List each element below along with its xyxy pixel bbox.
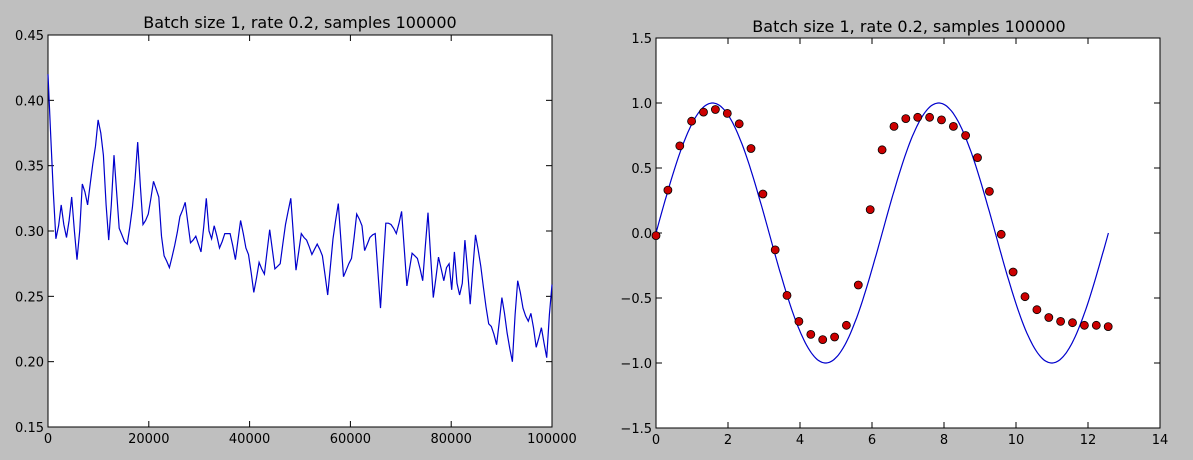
prediction-point <box>901 114 911 123</box>
prediction-point <box>937 115 946 125</box>
prediction-point <box>973 153 982 163</box>
prediction-point <box>925 112 934 122</box>
prediction-point <box>985 186 994 196</box>
chart-title-left: Batch size 1, rate 0.2, samples 100000 <box>143 13 456 32</box>
prediction-point <box>794 316 804 326</box>
x-tick-label: 10 <box>1008 433 1025 448</box>
x-tick-label: 0 <box>44 432 52 447</box>
x-tick-label: 20000 <box>128 432 169 447</box>
prediction-point <box>961 131 970 140</box>
x-tick-label: 8 <box>940 433 948 448</box>
prediction-point <box>1032 305 1042 315</box>
prediction-point <box>687 116 696 126</box>
prediction-point <box>1068 318 1077 328</box>
prediction-point <box>806 329 816 339</box>
y-tick-label: 1.5 <box>631 32 652 47</box>
prediction-point <box>1020 292 1030 302</box>
prediction-point <box>699 107 708 117</box>
y-tick-label: 0.30 <box>15 225 44 240</box>
y-tick-label: −1.0 <box>620 357 652 372</box>
prediction-points <box>651 105 1113 345</box>
y-tick-label: −1.5 <box>620 422 652 437</box>
plot-area-left <box>47 34 553 428</box>
x-tick-label: 2 <box>724 433 732 448</box>
y-tick-label: −0.5 <box>620 292 652 307</box>
prediction-point <box>1091 320 1101 330</box>
prediction-point <box>782 290 792 300</box>
prediction-point <box>818 335 828 345</box>
prediction-point <box>877 145 887 155</box>
prediction-point <box>734 119 744 129</box>
prediction-point <box>830 332 839 342</box>
y-tick-label: 0.5 <box>631 162 652 177</box>
prediction-point <box>1056 316 1065 326</box>
prediction-point <box>1044 313 1054 322</box>
x-tick-label: 6 <box>868 433 876 448</box>
prediction-point <box>675 141 685 151</box>
prediction-point <box>651 231 661 241</box>
ticks-right: 0 2 4 6 8 10 12 14 −1.5 −1.0 −0.5 0.0 0.5 1.0 1.5 <box>620 32 1168 448</box>
prediction-point <box>865 205 875 215</box>
x-tick-label: 80000 <box>431 432 472 447</box>
y-tick-label: 1.0 <box>631 97 652 112</box>
loss-line <box>47 74 553 362</box>
prediction-point <box>722 109 732 118</box>
sine-curve-line <box>655 102 1109 364</box>
prediction-point <box>889 122 899 131</box>
prediction-point <box>853 280 863 290</box>
prediction-point <box>711 105 720 114</box>
prediction-point <box>770 245 780 255</box>
prediction-point <box>1008 267 1018 277</box>
y-tick-label: 0.25 <box>15 290 44 305</box>
prediction-point <box>913 112 923 122</box>
prediction-point <box>996 229 1006 239</box>
prediction-point <box>949 122 958 131</box>
x-tick-label: 12 <box>1080 433 1097 448</box>
x-tick-label: 60000 <box>330 432 371 447</box>
x-tick-label: 100000 <box>527 432 577 447</box>
y-tick-label: 0.0 <box>631 227 652 242</box>
x-tick-label: 0 <box>652 433 660 448</box>
prediction-point <box>746 144 756 153</box>
prediction-point <box>758 189 768 199</box>
prediction-point <box>1103 322 1113 332</box>
prediction-point <box>663 185 673 195</box>
prediction-point <box>842 320 851 330</box>
y-tick-label: 0.15 <box>15 421 44 436</box>
ticks-left: 0 20000 40000 60000 80000 100000 0.15 0.20 0.25 0… <box>15 29 577 447</box>
y-tick-label: 0.35 <box>15 160 44 175</box>
chart-loss: Batch size 1, rate 0.2, samples 100000 0… <box>15 13 577 447</box>
prediction-point <box>1080 320 1089 330</box>
y-tick-label: 0.40 <box>15 94 44 109</box>
x-tick-label: 14 <box>1152 433 1169 448</box>
chart-title-right: Batch size 1, rate 0.2, samples 100000 <box>752 17 1065 36</box>
x-tick-label: 40000 <box>229 432 270 447</box>
plot-area-right <box>655 37 1161 429</box>
chart-fit: Batch size 1, rate 0.2, samples 100000 0… <box>620 17 1168 448</box>
x-tick-label: 4 <box>796 433 804 448</box>
y-tick-label: 0.45 <box>15 29 44 44</box>
y-tick-label: 0.20 <box>15 356 44 371</box>
